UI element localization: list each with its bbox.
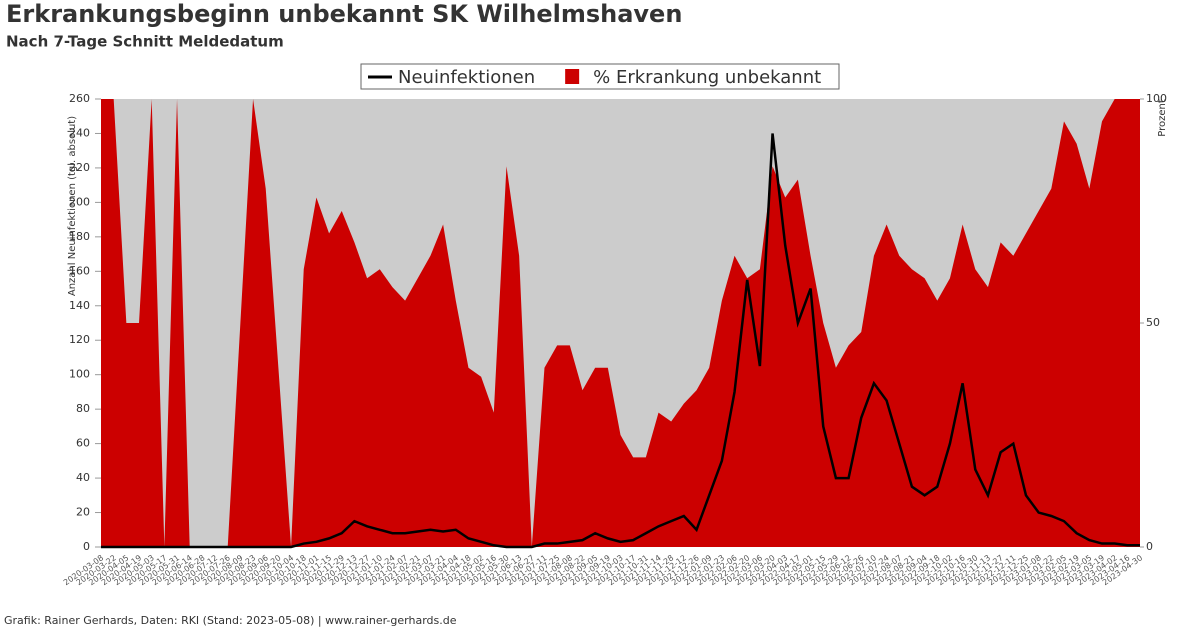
legend-label: Neuinfektionen <box>398 67 535 88</box>
y2-axis-label: Prozent <box>1157 99 1168 137</box>
chart-subtitle: Nach 7-Tage Schnitt Meldedatum <box>6 33 284 51</box>
footer: Grafik: Rainer Gerhards, Daten: RKI (Sta… <box>4 614 457 627</box>
y-tick-label: 260 <box>69 92 90 105</box>
legend: Neuinfektionen % Erkrankung unbekannt <box>360 63 840 90</box>
y-tick-label: 40 <box>76 471 90 484</box>
y-tick-label: 120 <box>69 333 90 346</box>
y-tick-label: 240 <box>69 126 90 139</box>
y2-tick-label: 0 <box>1146 540 1153 553</box>
y-axis-label: Anzahl Neuinfektionen (tgl. absolut) <box>67 116 78 296</box>
y2-tick-label: 50 <box>1146 316 1160 329</box>
y-tick-label: 220 <box>69 161 90 174</box>
y-tick-label: 140 <box>69 299 90 312</box>
y-tick-label: 160 <box>69 264 90 277</box>
y-tick-label: 60 <box>76 437 90 450</box>
chart-title: Erkrankungsbeginn unbekannt SK Wilhelmsh… <box>6 0 682 28</box>
y-tick-label: 0 <box>83 540 90 553</box>
area <box>101 99 1140 547</box>
y-tick-label: 80 <box>76 402 90 415</box>
y-tick-label: 100 <box>69 368 90 381</box>
y-tick-label: 20 <box>76 506 90 519</box>
legend-swatch <box>565 69 580 84</box>
legend-label: % Erkrankung unbekannt <box>593 67 821 88</box>
legend-box <box>360 63 840 90</box>
y2-tick-label: 100 <box>1146 92 1167 105</box>
y-tick-label: 200 <box>69 195 90 208</box>
y-tick-label: 180 <box>69 230 90 243</box>
line <box>101 133 1140 549</box>
